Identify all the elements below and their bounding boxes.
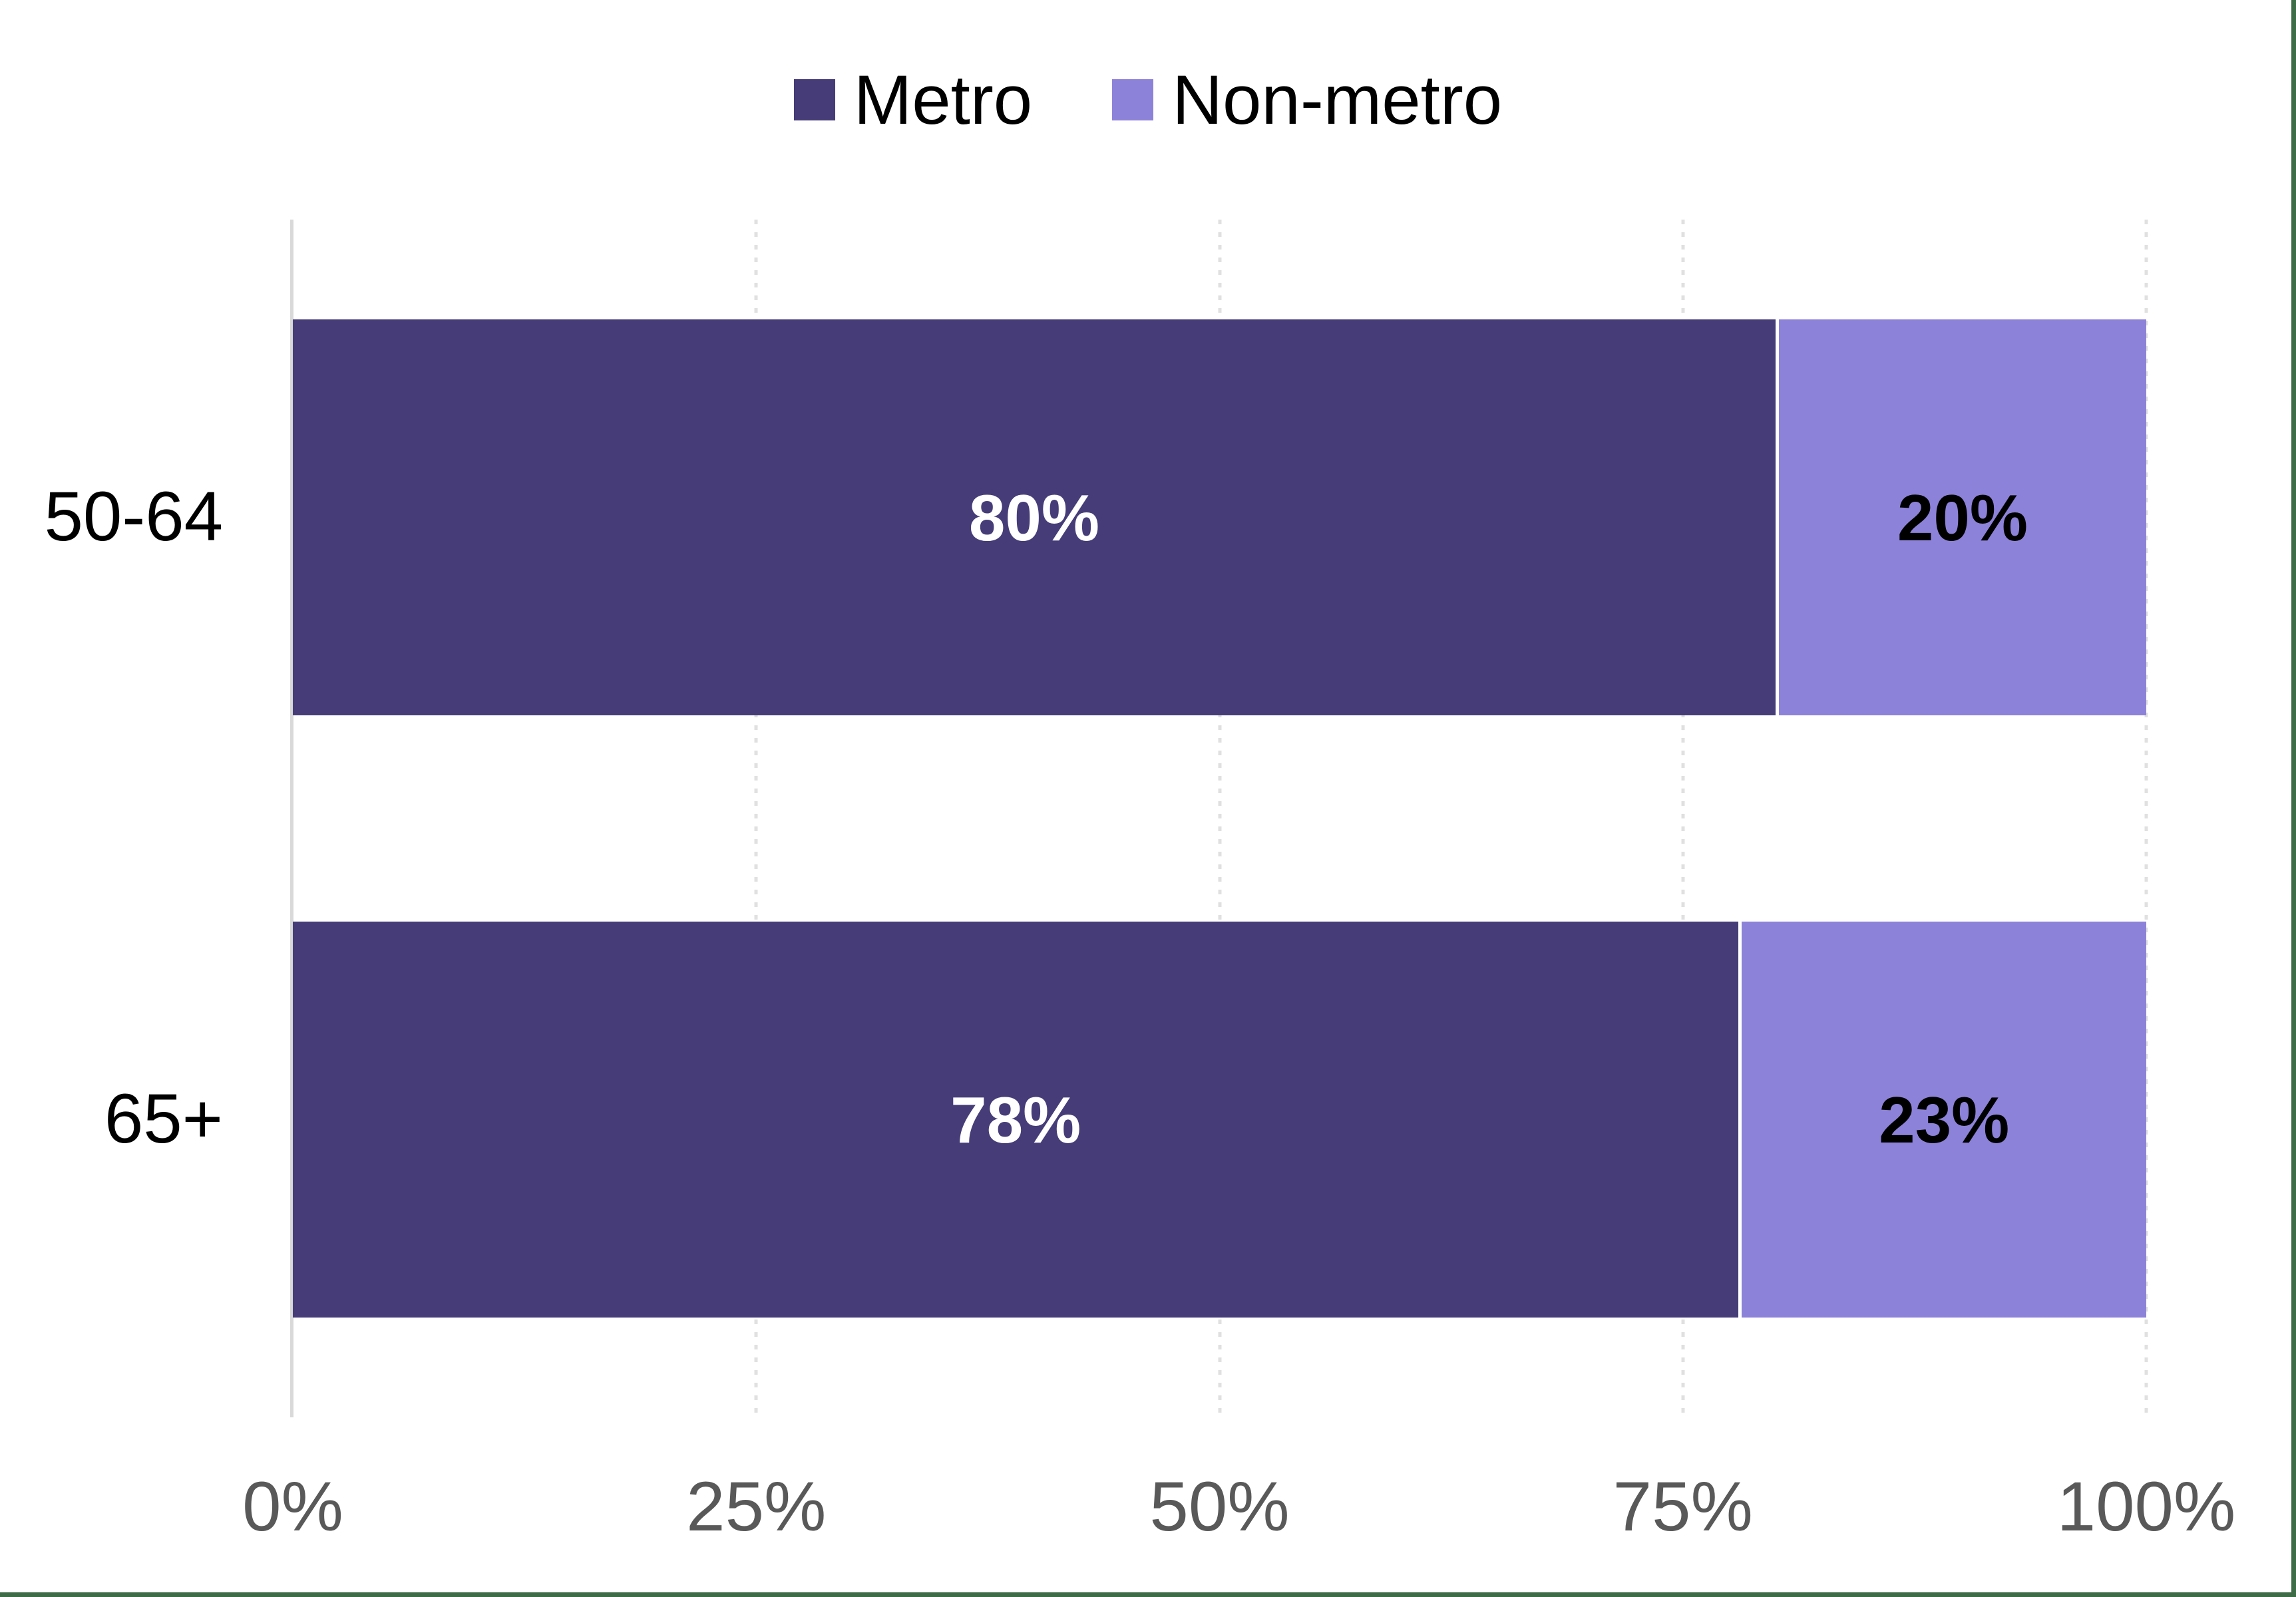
bar-row-65plus: 78% 23% — [293, 922, 2146, 1318]
bar-65plus-nonmetro-segment: 23% — [1738, 922, 2146, 1318]
gridline-25pct — [754, 220, 758, 1417]
chart-legend: Metro Non-metro — [0, 57, 2296, 143]
legend-item-nonmetro: Non-metro — [1112, 65, 1502, 135]
legend-swatch-metro-icon — [793, 79, 835, 120]
category-label-65plus: 65+ — [104, 1080, 223, 1158]
legend-swatch-nonmetro-icon — [1112, 79, 1154, 120]
x-tick-25: 25% — [686, 1468, 827, 1546]
legend-label-metro: Metro — [853, 61, 1033, 139]
bar-65plus-metro-segment: 78% — [293, 922, 1739, 1318]
bar-row-50-64: 80% 20% — [293, 319, 2146, 715]
data-label-65plus-metro: 78% — [950, 1083, 1081, 1156]
x-tick-100: 100% — [2056, 1468, 2236, 1546]
data-label-50-64-nonmetro: 20% — [1897, 480, 2028, 554]
y-axis-line — [290, 220, 293, 1417]
data-label-65plus-nonmetro: 23% — [1879, 1083, 2010, 1156]
bar-50-64-nonmetro-segment: 20% — [1776, 319, 2146, 715]
gridline-75pct — [1681, 220, 1685, 1417]
bar-50-64-metro-segment: 80% — [293, 319, 1776, 715]
x-tick-0: 0% — [242, 1468, 343, 1546]
gridline-100pct — [2144, 220, 2148, 1417]
plot-area: 80% 20% 78% 23% — [290, 220, 2148, 1417]
legend-label-nonmetro: Non-metro — [1172, 61, 1503, 139]
data-label-50-64-metro: 80% — [968, 480, 1100, 554]
bottom-edge-line — [0, 1592, 2296, 1597]
x-tick-50: 50% — [1149, 1468, 1290, 1546]
x-axis-tick-labels: 0% 25% 50% 75% 100% — [242, 1461, 2235, 1554]
right-edge-line — [2291, 0, 2296, 1597]
legend-item-metro: Metro — [793, 61, 1033, 139]
gridline-50pct — [1218, 220, 1221, 1417]
x-tick-75: 75% — [1613, 1468, 1753, 1546]
category-label-50-64: 50-64 — [44, 478, 223, 556]
